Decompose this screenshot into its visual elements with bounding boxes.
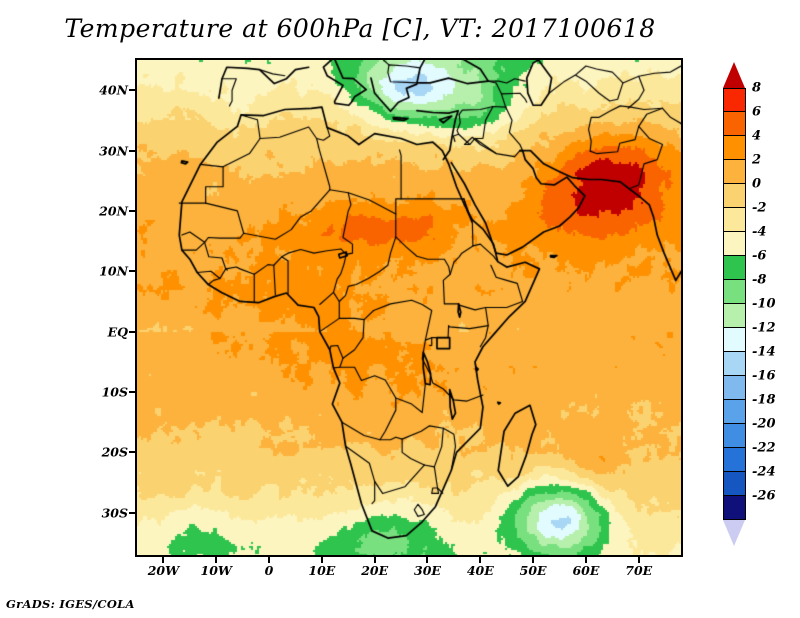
colorbar-swatch — [723, 472, 746, 496]
colorbar-swatch — [723, 376, 746, 400]
colorbar-tick-label: 0 — [752, 176, 762, 192]
y-axis-label: 30S — [101, 505, 128, 521]
colorbar-swatch — [723, 232, 746, 256]
y-axis-label: 10S — [101, 384, 128, 400]
x-axis-tick — [268, 557, 271, 563]
colorbar-tick-label: 6 — [752, 104, 762, 120]
colorbar-swatch — [723, 424, 746, 448]
colorbar-swatch — [723, 208, 746, 232]
x-axis-tick — [162, 557, 165, 563]
colorbar-tick-label: -14 — [752, 344, 776, 360]
colorbar-tick-label: 8 — [752, 80, 762, 96]
y-axis-label: 20S — [101, 444, 128, 460]
x-axis-label: 50E — [519, 563, 547, 578]
colorbar-swatch — [723, 88, 746, 112]
y-axis-tick — [129, 330, 135, 333]
y-axis-tick — [129, 209, 135, 212]
y-axis-tick — [129, 270, 135, 273]
colorbar-swatch — [723, 280, 746, 304]
x-axis-tick — [637, 557, 640, 563]
colorbar-cap-top-icon — [723, 62, 745, 88]
x-axis-tick — [320, 557, 323, 563]
colorbar-swatch — [723, 400, 746, 424]
y-axis-tick — [129, 511, 135, 514]
x-axis-tick — [426, 557, 429, 563]
x-axis-tick — [215, 557, 218, 563]
attribution-footer: GrADS: IGES/COLA — [6, 597, 135, 611]
x-axis-label: 30E — [414, 563, 441, 578]
colorbar-tick-label: -24 — [752, 464, 776, 480]
colorbar-tick-label: -4 — [752, 224, 767, 240]
colorbar-swatch — [723, 112, 746, 136]
y-axis-label: 40N — [99, 82, 128, 98]
colorbar-tick-label: 4 — [752, 128, 762, 144]
x-axis-label: 70E — [625, 563, 653, 578]
y-axis-label: EQ — [107, 324, 128, 340]
x-axis-tick — [584, 557, 587, 563]
y-axis-label: 30N — [99, 143, 128, 159]
colorbar-swatch — [723, 448, 746, 472]
temperature-field-canvas — [137, 60, 681, 555]
y-axis-tick — [129, 391, 135, 393]
x-axis-label: 60E — [572, 563, 600, 578]
colorbar-tick-label: -6 — [752, 248, 767, 264]
y-axis-label: 10N — [99, 263, 128, 279]
y-axis-tick — [129, 451, 135, 454]
colorbar-swatch — [723, 184, 746, 208]
colorbar-swatch — [723, 496, 746, 520]
x-axis-tick — [479, 557, 482, 563]
colorbar-swatch — [723, 352, 746, 376]
colorbar-swatch — [723, 328, 746, 352]
x-axis-label: 20W — [147, 563, 180, 578]
y-axis-tick — [129, 89, 135, 92]
page-title: Temperature at 600hPa [C], VT: 201710061… — [64, 14, 656, 43]
colorbar-swatch — [723, 256, 746, 280]
colorbar-tick-label: -16 — [752, 368, 776, 384]
colorbar-cap-bottom-icon — [723, 520, 745, 546]
colorbar-tick-label: 2 — [752, 152, 762, 168]
colorbar-swatch — [723, 304, 746, 328]
colorbar-tick-label: -18 — [752, 392, 776, 408]
y-axis-tick — [129, 149, 135, 152]
colorbar — [723, 88, 746, 520]
x-axis-label: 10E — [308, 563, 336, 578]
colorbar-tick-label: -22 — [752, 440, 776, 456]
colorbar-swatch — [723, 136, 746, 160]
x-axis-label: 20E — [361, 563, 389, 578]
x-axis-tick — [373, 557, 376, 563]
y-axis-labels: 40N 30N 20N 10N EQ 10S 20S 30S — [88, 58, 128, 557]
x-axis-labels: 20W 10W 0 10E 20E 30E 40E 50E 60E 70E — [0, 563, 800, 581]
colorbar-tick-label: -12 — [752, 320, 776, 336]
map-plot-area — [135, 58, 683, 557]
x-axis-label: 0 — [264, 563, 274, 578]
colorbar-swatch — [723, 160, 746, 184]
colorbar-tick-label: -8 — [752, 272, 767, 288]
x-axis-tick — [532, 557, 535, 563]
colorbar-tick-label: -20 — [752, 416, 776, 432]
colorbar-tick-label: -26 — [752, 488, 776, 504]
x-axis-label: 10W — [200, 563, 232, 578]
y-axis-label: 20N — [99, 203, 128, 219]
colorbar-tick-label: -10 — [752, 296, 776, 312]
colorbar-tick-label: -2 — [752, 200, 767, 216]
x-axis-label: 40E — [466, 563, 494, 578]
